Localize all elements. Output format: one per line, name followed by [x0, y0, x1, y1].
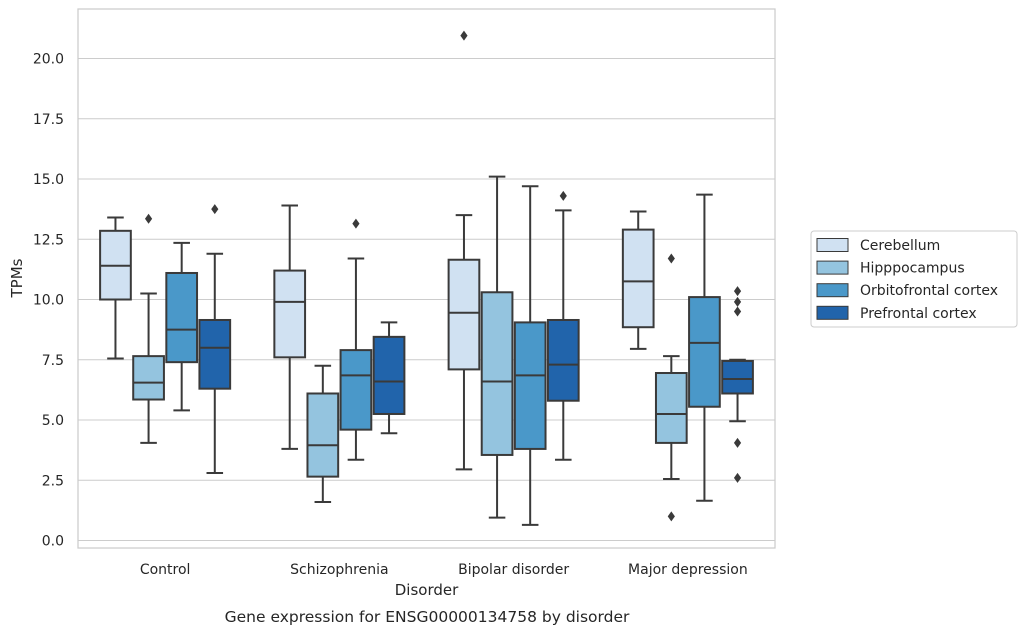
box-iqr	[165, 271, 199, 364]
box-hipppocampus	[306, 364, 340, 503]
box-iqr	[654, 372, 688, 444]
box-iqr	[513, 321, 547, 450]
outlier-point	[211, 204, 219, 215]
outlier-point	[733, 296, 742, 307]
y-tick-label: 7.5	[42, 353, 64, 369]
legend-label: Orbitofrontal cortex	[860, 283, 998, 299]
outlier-point	[559, 190, 567, 201]
boxes-layer	[99, 30, 754, 526]
legend-swatch	[816, 283, 849, 298]
box-prefrontal-cortex	[546, 190, 580, 461]
outlier-point	[144, 213, 153, 224]
box-iqr	[546, 318, 580, 402]
box-cerebellum	[621, 210, 655, 350]
y-tick-label: 0.0	[42, 534, 64, 550]
box-prefrontal-cortex	[721, 286, 754, 483]
box-iqr	[339, 349, 373, 431]
legend-label: Hipppocampus	[860, 261, 965, 277]
plot-frame	[77, 8, 776, 549]
box-iqr	[480, 291, 514, 456]
box-iqr	[198, 318, 232, 390]
box-iqr	[447, 258, 481, 371]
box-iqr	[621, 228, 655, 329]
box-iqr	[372, 335, 406, 415]
chart-caption: Gene expression for ENSG00000134758 by d…	[225, 608, 630, 626]
outlier-point	[733, 286, 742, 297]
y-tick-label: 12.5	[33, 232, 64, 248]
outlier-point	[733, 437, 742, 448]
legend-swatch	[816, 305, 849, 320]
legend-swatch	[816, 238, 849, 252]
y-tick-label: 5.0	[42, 413, 64, 429]
box-cerebellum	[273, 204, 307, 450]
y-tick-label: 2.5	[42, 473, 64, 489]
box-orbitofrontal-cortex	[339, 218, 373, 461]
box-orbitofrontal-cortex	[513, 185, 547, 526]
legend-label: Prefrontal cortex	[860, 306, 977, 322]
x-tick-label: Schizophrenia	[290, 562, 388, 578]
outlier-point	[460, 30, 468, 41]
y-axis-title: TPMs	[8, 258, 26, 298]
box-iqr	[132, 355, 165, 401]
y-tick-labels: 0.0 2.5 5.0 7.5 10.0 12.5 15.0 17.5 20.0	[33, 52, 64, 550]
x-axis-title: Disorder	[395, 581, 459, 599]
x-tick-label: Major depression	[628, 562, 748, 578]
box-prefrontal-cortex	[198, 204, 232, 475]
x-tick-label: Bipolar disorder	[458, 562, 569, 578]
box-orbitofrontal-cortex	[165, 241, 199, 412]
box-iqr	[721, 359, 754, 395]
x-tick-label: Control	[140, 562, 191, 578]
outlier-point	[667, 511, 675, 522]
outlier-point	[733, 306, 742, 317]
box-iqr	[688, 296, 721, 408]
box-hipppocampus	[654, 253, 688, 522]
y-tick-label: 20.0	[33, 52, 64, 68]
legend-swatch	[816, 260, 849, 275]
y-tick-label: 15.0	[33, 172, 64, 188]
box-iqr	[273, 269, 307, 359]
outlier-point	[667, 253, 675, 264]
outlier-point	[352, 218, 360, 229]
box-orbitofrontal-cortex	[688, 193, 721, 502]
legend-label: Cerebellum	[860, 238, 940, 254]
box-iqr	[306, 392, 340, 478]
outlier-point	[733, 472, 742, 483]
legend: Cerebellum Hipppocampus Orbitofrontal cort…	[810, 230, 1018, 328]
x-tick-labels: Control Schizophrenia Bipolar disorder Majo…	[140, 562, 748, 578]
box-cerebellum	[447, 30, 481, 471]
legend-frame	[810, 230, 1018, 328]
y-tick-label: 10.0	[33, 293, 64, 309]
box-hipppocampus	[132, 213, 165, 444]
box-cerebellum	[99, 216, 132, 360]
box-prefrontal-cortex	[372, 321, 406, 435]
y-tick-label: 17.5	[33, 112, 64, 128]
box-hipppocampus	[480, 175, 514, 519]
